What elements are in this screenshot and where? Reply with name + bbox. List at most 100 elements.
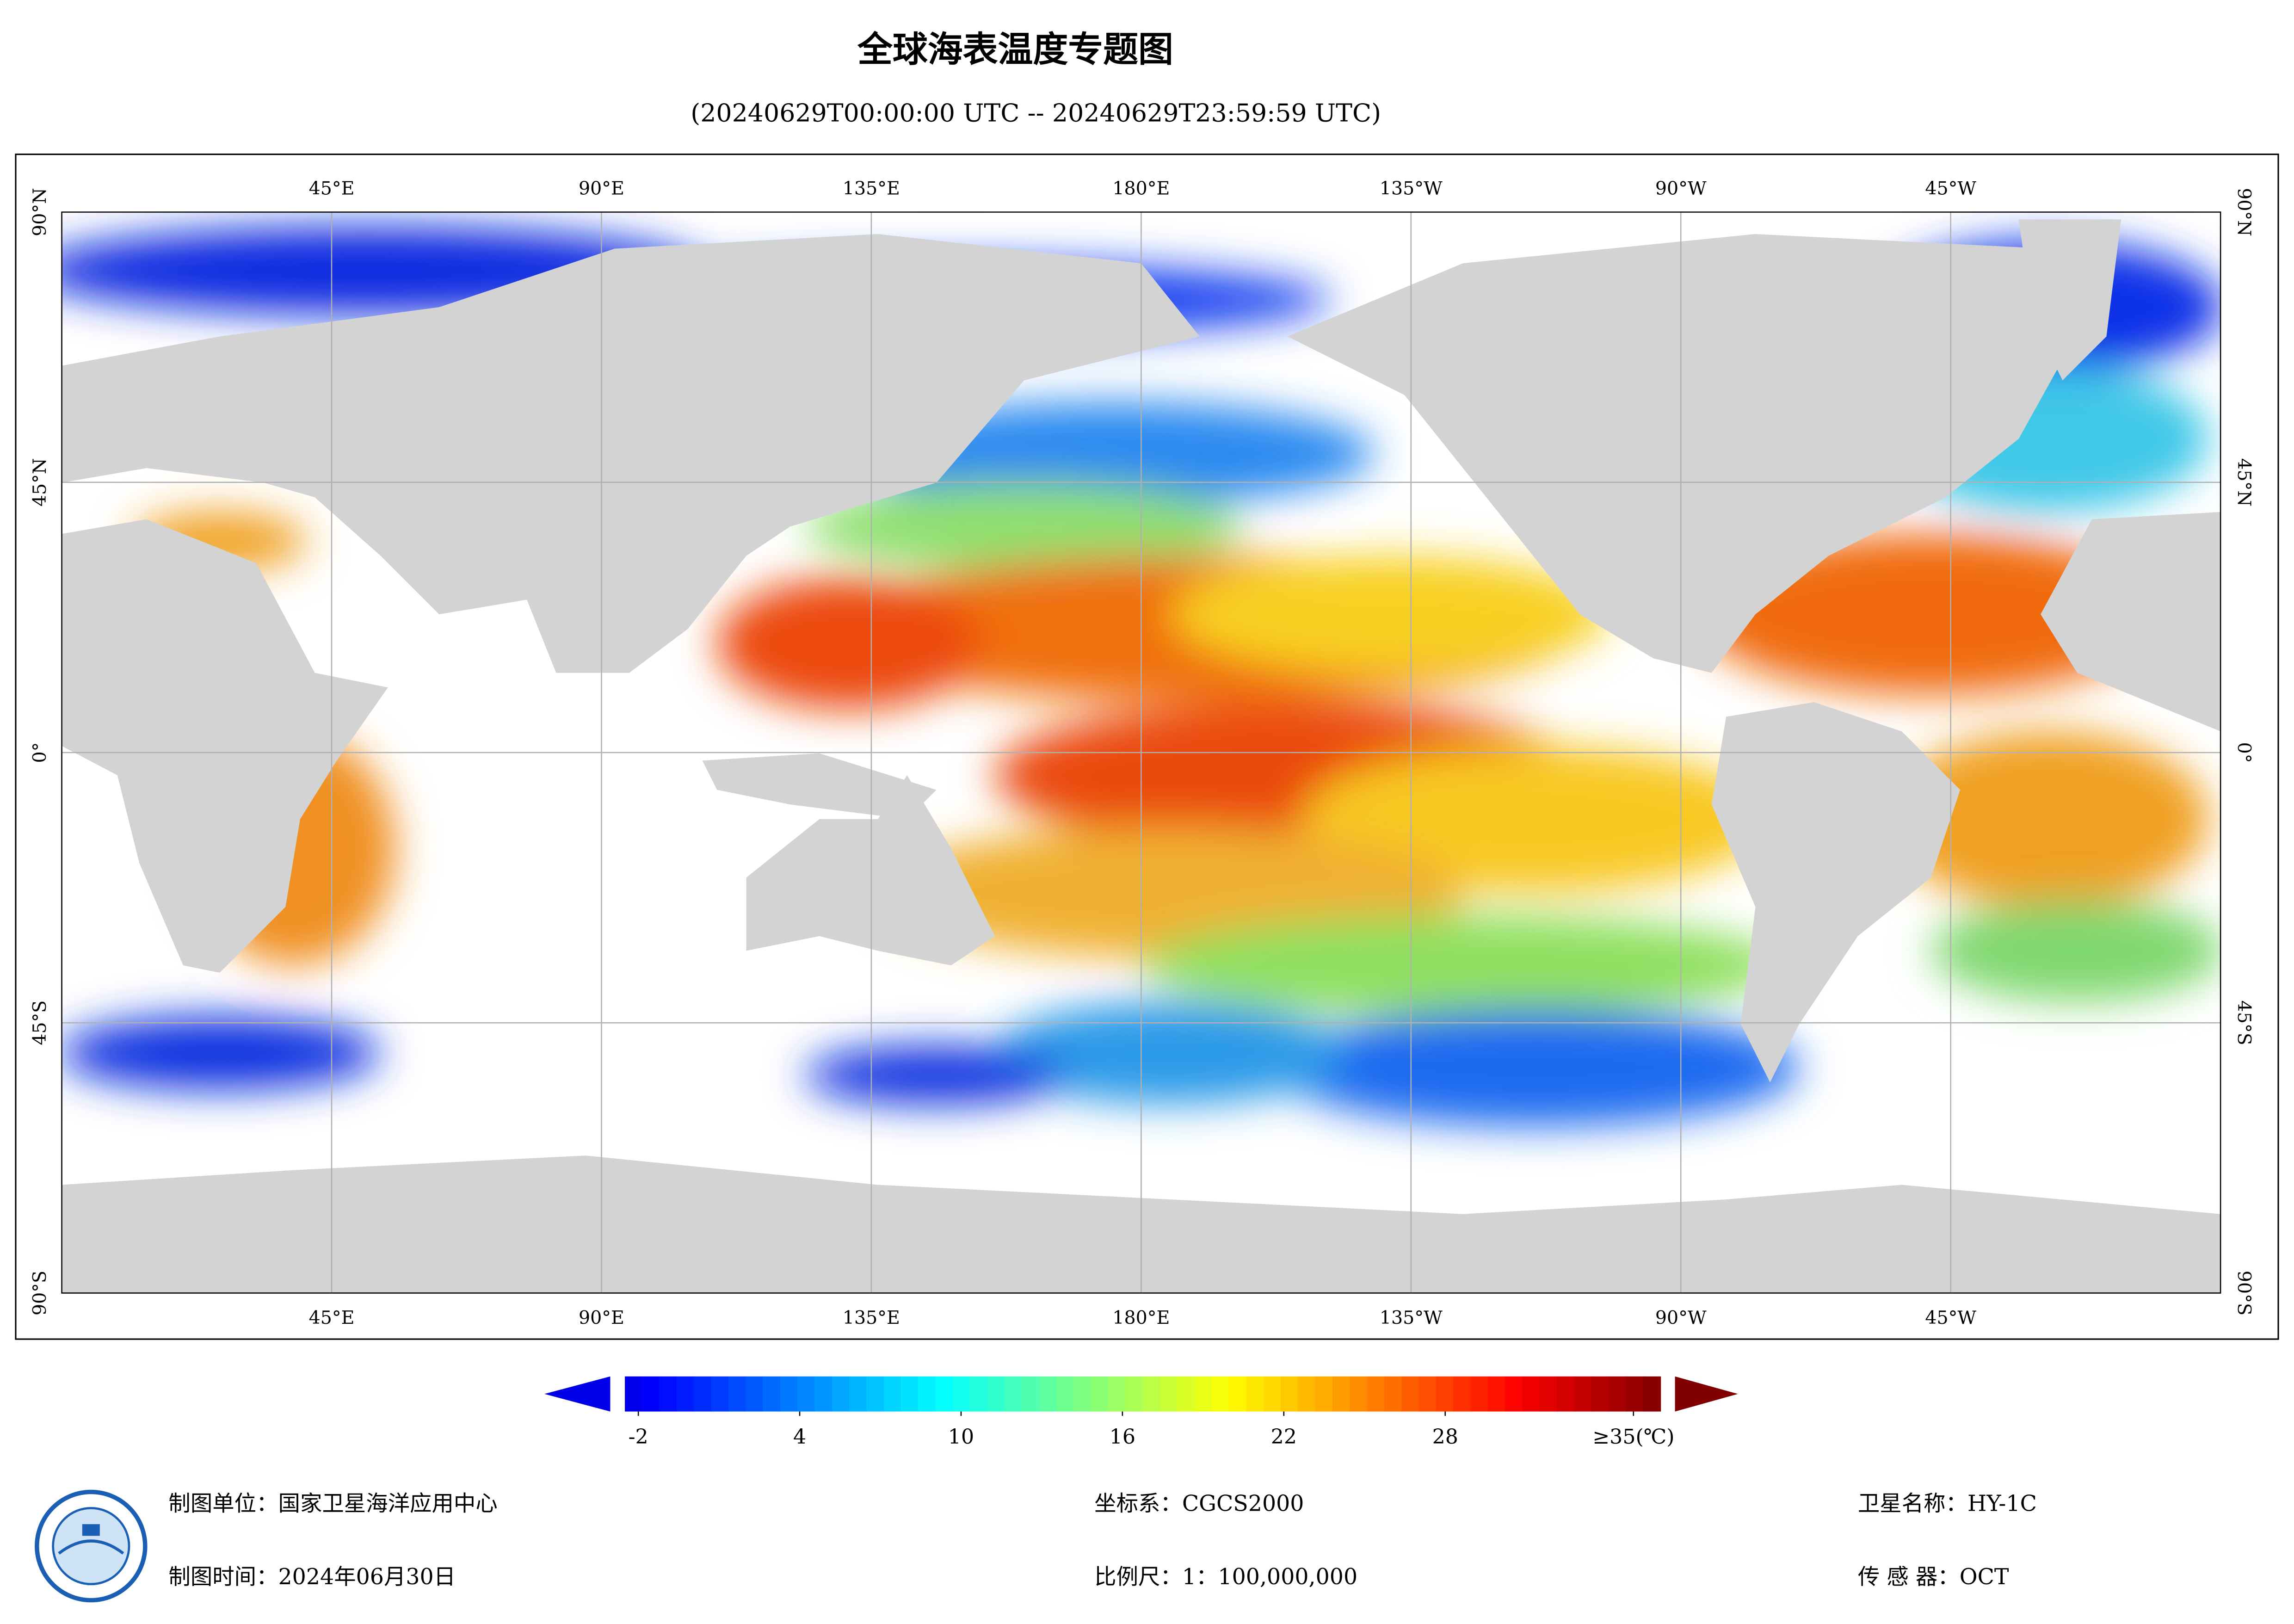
- colorbar-cell: [1142, 1376, 1161, 1412]
- title: 全球海表温度专题图: [857, 29, 1173, 70]
- graticule: [62, 212, 2221, 1293]
- colorbar-high-arrow: [1675, 1376, 1738, 1412]
- footer-date: 制图时间：2024年06月30日: [168, 1564, 456, 1590]
- lon-label-bottom: 90°E: [579, 1307, 624, 1328]
- lat-label-right: 90°N: [2233, 188, 2255, 236]
- colorbar-tick-label: 10: [948, 1425, 974, 1449]
- colorbar-cell: [711, 1376, 729, 1412]
- colorbar-tick-label: 22: [1271, 1425, 1297, 1449]
- colorbar-cell: [1539, 1376, 1558, 1412]
- logo: [35, 1489, 148, 1603]
- colorbar-cell: [728, 1376, 746, 1412]
- colorbar-cell: [1315, 1376, 1333, 1412]
- colorbar-cell: [1039, 1376, 1057, 1412]
- colorbar-cell: [659, 1376, 678, 1412]
- lat-label-right: 45°S: [2233, 1000, 2255, 1045]
- lon-label-top: 135°E: [843, 178, 900, 199]
- colorbar-cell: [1056, 1376, 1074, 1412]
- colorbar-cell: [1470, 1376, 1489, 1412]
- colorbar-cell: [918, 1376, 936, 1412]
- lat-label-right: 0°: [2233, 742, 2255, 763]
- colorbar-cell: [1384, 1376, 1402, 1412]
- lon-label-bottom: 90°W: [1655, 1307, 1707, 1328]
- colorbar-cell: [987, 1376, 1005, 1412]
- lat-label-left: 90°S: [29, 1271, 50, 1315]
- colorbar-cell: [677, 1376, 695, 1412]
- lon-label-bottom: 135°W: [1380, 1307, 1443, 1328]
- colorbar-cell: [625, 1376, 643, 1412]
- colorbar-cell: [780, 1376, 798, 1412]
- lon-label-bottom: 180°E: [1112, 1307, 1170, 1328]
- colorbar-tick-label: ≥35(℃): [1592, 1425, 1674, 1449]
- colorbar-cell: [1332, 1376, 1350, 1412]
- colorbar-low-arrow: [544, 1376, 610, 1412]
- colorbar-cell: [1453, 1376, 1471, 1412]
- lat-label-right: 45°N: [2233, 458, 2255, 506]
- map-border: [61, 211, 2221, 1294]
- colorbar-cell: [1073, 1376, 1092, 1412]
- colorbar-tick-label: 16: [1110, 1425, 1135, 1449]
- colorbar-cell: [763, 1376, 781, 1412]
- colorbar-cell: [1522, 1376, 1541, 1412]
- lat-label-left: 45°N: [29, 458, 50, 506]
- colorbar-cell: [1177, 1376, 1195, 1412]
- colorbar-cell: [1487, 1376, 1506, 1412]
- colorbar-cell: [1281, 1376, 1299, 1412]
- lon-label-top: 90°E: [579, 178, 624, 199]
- lat-label-right: 90°S: [2233, 1271, 2255, 1315]
- colorbar-cell: [1609, 1376, 1627, 1412]
- colorbar-cell: [1574, 1376, 1592, 1412]
- lat-label-left: 0°: [29, 742, 50, 763]
- colorbar-cell: [1194, 1376, 1213, 1412]
- subtitle: (20240629T00:00:00 UTC -- 20240629T23:59…: [691, 98, 1381, 127]
- colorbar-cell: [970, 1376, 988, 1412]
- lon-label-top: 135°W: [1380, 178, 1443, 199]
- colorbar-cell: [1022, 1376, 1040, 1412]
- lon-label-top: 180°E: [1112, 178, 1170, 199]
- colorbar-cell: [1108, 1376, 1126, 1412]
- colorbar-cell: [1350, 1376, 1368, 1412]
- graticule-labels: 45°E 45°E 90°E 90°E 135°E 135°E 180°E 180°E 135°…: [29, 178, 2255, 1328]
- colorbar-cell: [935, 1376, 954, 1412]
- footer-scale: 比例尺：1：100,000,000: [1094, 1564, 1357, 1590]
- colorbar-cell: [883, 1376, 902, 1412]
- colorbar-cell: [1125, 1376, 1143, 1412]
- lon-label-bottom: 45°W: [1925, 1307, 1976, 1328]
- colorbar-cell: [901, 1376, 919, 1412]
- footer-crs: 坐标系：CGCS2000: [1094, 1491, 1304, 1517]
- lon-label-top: 90°W: [1655, 178, 1707, 199]
- lat-label-left: 45°S: [29, 1000, 50, 1045]
- colorbar-cell: [1557, 1376, 1575, 1412]
- colorbar-cell: [1004, 1376, 1023, 1412]
- colorbar-cell: [1263, 1376, 1282, 1412]
- colorbar-cell: [746, 1376, 764, 1412]
- colorbar-cell: [1298, 1376, 1316, 1412]
- colorbar-cell: [814, 1376, 833, 1412]
- colorbar-cell: [694, 1376, 712, 1412]
- colorbar-cell: [642, 1376, 660, 1412]
- colorbar-tick-label: -2: [629, 1425, 648, 1449]
- lon-label-bottom: 135°E: [843, 1307, 900, 1328]
- colorbar-cell: [1367, 1376, 1385, 1412]
- map-frame: [15, 154, 2279, 1340]
- lat-label-left: 90°N: [29, 188, 50, 236]
- colorbar-cell: [866, 1376, 885, 1412]
- colorbar-cell: [832, 1376, 850, 1412]
- lon-label-top: 45°E: [309, 178, 355, 199]
- colorbar-cell: [1418, 1376, 1437, 1412]
- colorbar-cell: [1246, 1376, 1264, 1412]
- colorbar: -2 4 10 16 22 28 ≥35(℃): [544, 1376, 1738, 1449]
- colorbar-tick-label: 4: [793, 1425, 806, 1449]
- colorbar-cell: [1505, 1376, 1523, 1412]
- colorbar-cell: [1591, 1376, 1610, 1412]
- colorbar-cell: [1626, 1376, 1644, 1412]
- footer-sensor: 传 感 器：OCT: [1858, 1564, 2009, 1590]
- colorbar-cell: [1643, 1376, 1661, 1412]
- colorbar-cell: [1091, 1376, 1109, 1412]
- lon-label-bottom: 45°E: [309, 1307, 355, 1328]
- colorbar-cell: [953, 1376, 971, 1412]
- lon-label-top: 45°W: [1925, 178, 1976, 199]
- colorbar-cell: [1436, 1376, 1454, 1412]
